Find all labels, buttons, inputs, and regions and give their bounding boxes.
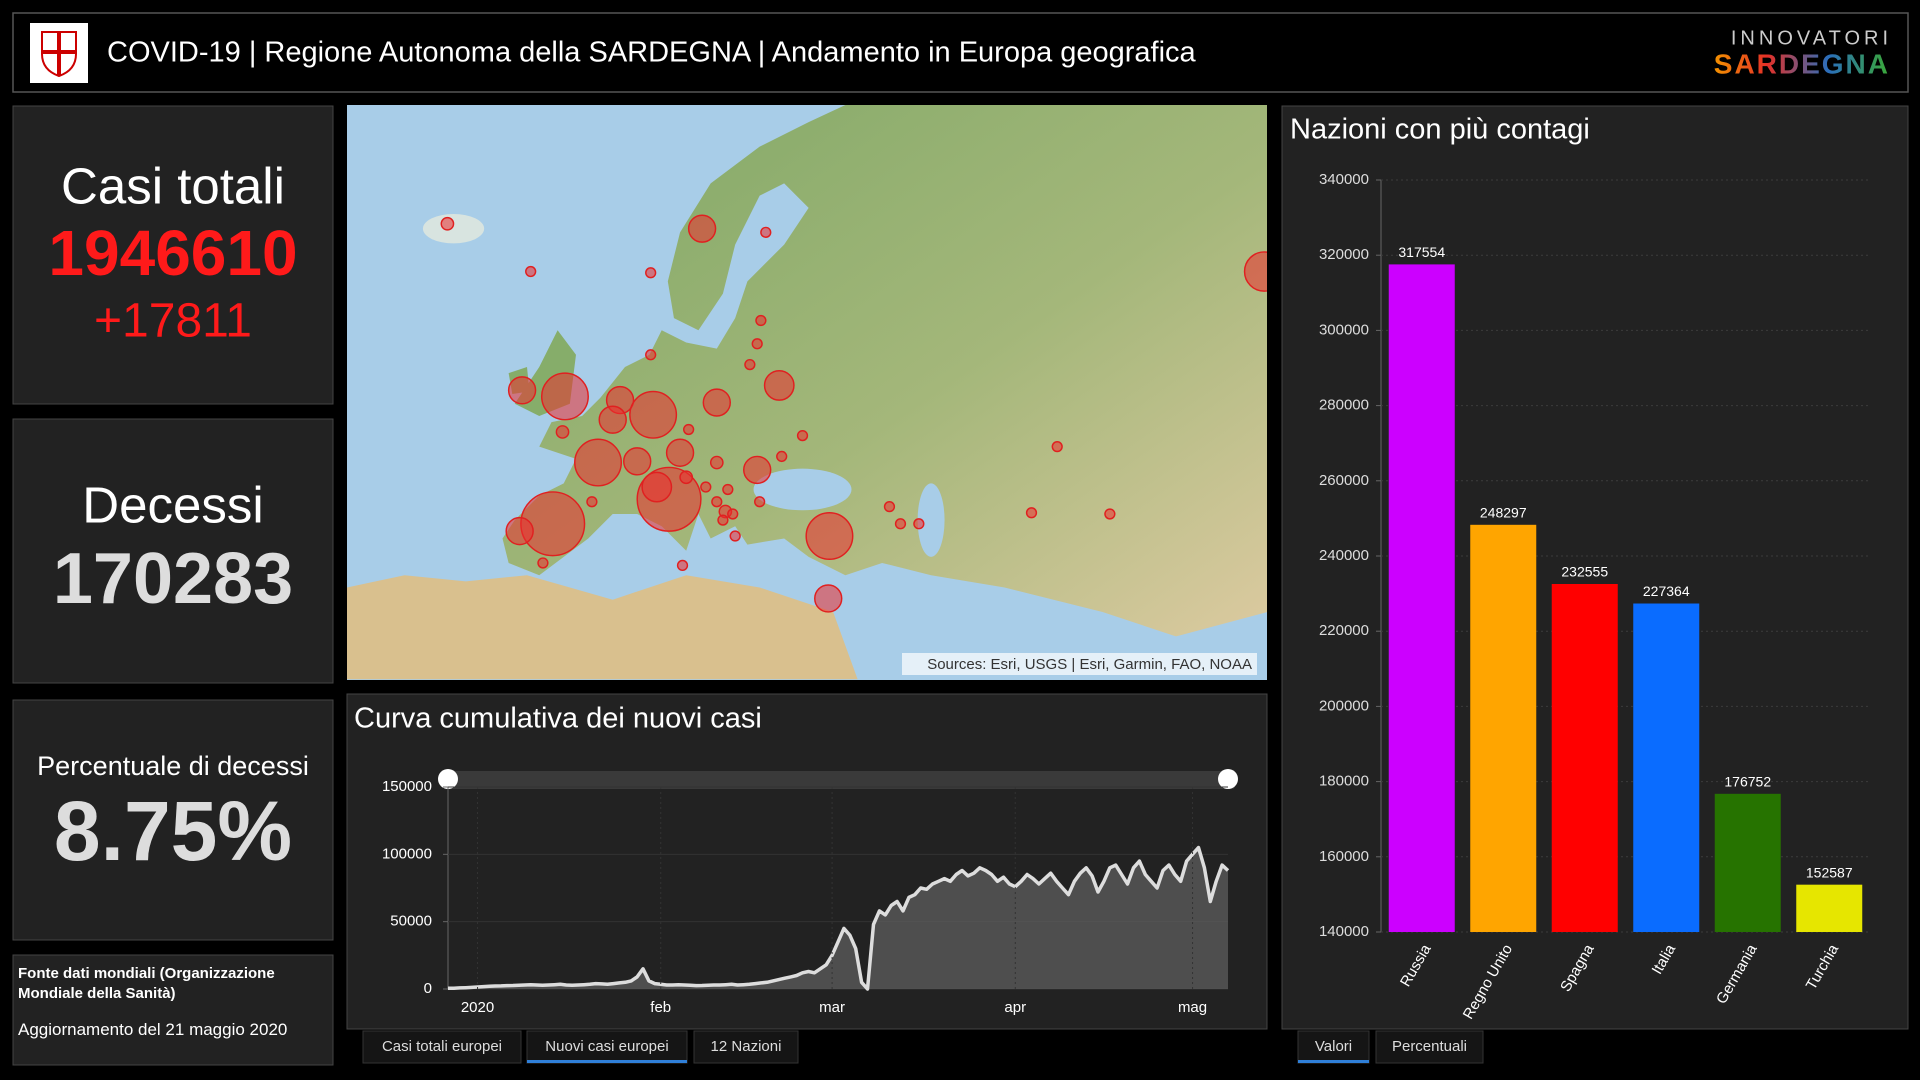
kpi-panel — [12, 418, 334, 684]
y-tick-label: 220000 — [1319, 622, 1369, 639]
y-tick-label: 50000 — [390, 913, 432, 930]
tab-label[interactable]: Casi totali europei — [382, 1038, 502, 1055]
y-tick-label: 140000 — [1319, 923, 1369, 940]
bar[interactable] — [1388, 264, 1455, 932]
chart-title: Nazioni con più contagi — [1290, 114, 1590, 146]
tab[interactable] — [1375, 1030, 1484, 1064]
range-handle[interactable] — [438, 769, 458, 789]
x-tick-label: 2020 — [461, 999, 494, 1016]
tab-label[interactable]: Percentuali — [1392, 1038, 1467, 1055]
kpi-value: 170283 — [53, 539, 293, 619]
bar[interactable] — [1551, 583, 1618, 932]
tab-label[interactable]: Nuovi casi europei — [545, 1038, 668, 1055]
value-label: 232555 — [1561, 564, 1608, 580]
bar[interactable] — [1633, 603, 1700, 932]
y-tick-label: 340000 — [1319, 171, 1369, 188]
tab[interactable] — [362, 1030, 522, 1064]
area-fill — [448, 847, 1228, 989]
y-tick-label: 180000 — [1319, 773, 1369, 790]
y-tick-label: 0 — [424, 980, 432, 997]
y-tick-label: 240000 — [1319, 547, 1369, 564]
kpi-panel — [12, 105, 334, 405]
y-tick-label: 300000 — [1319, 321, 1369, 338]
source-title: Fonte dati mondiali (Organizzazione Mond… — [18, 965, 275, 1002]
header-title: COVID-19 | Regione Autonoma della SARDEG… — [107, 37, 1197, 69]
y-tick-label: 320000 — [1319, 246, 1369, 263]
y-tick-label: 160000 — [1319, 848, 1369, 865]
value-label: 152587 — [1806, 864, 1853, 880]
map: Sources: Esri, USGS | Esri, Garmin, FAO,… — [347, 105, 1267, 680]
x-tick-label: feb — [650, 999, 671, 1016]
kpi-label: Decessi — [82, 476, 263, 533]
y-tick-label: 280000 — [1319, 397, 1369, 414]
kpi-value: 1946610 — [48, 217, 297, 289]
kpi-label: Percentuale di decessi — [37, 751, 309, 781]
bar[interactable] — [1470, 524, 1537, 932]
value-label: 227364 — [1643, 583, 1690, 599]
y-tick-label: 150000 — [382, 778, 432, 795]
tab[interactable] — [526, 1030, 688, 1064]
bar[interactable] — [1796, 884, 1863, 932]
source-updated: Aggiornamento del 21 maggio 2020 — [18, 1020, 288, 1039]
region-logo — [30, 23, 88, 83]
kpi-panel — [12, 699, 334, 941]
brand-top: INNOVATORI — [1731, 27, 1892, 49]
value-label: 248297 — [1480, 505, 1527, 521]
kpi-label: Casi totali — [61, 157, 285, 214]
tab-label[interactable]: 12 Nazioni — [711, 1038, 782, 1055]
bar[interactable] — [1714, 793, 1781, 932]
y-tick-label: 260000 — [1319, 472, 1369, 489]
header-bar — [12, 12, 1909, 93]
x-tick-label: mag — [1178, 999, 1207, 1016]
kpi-value: 8.75% — [54, 784, 292, 878]
tab[interactable] — [693, 1030, 799, 1064]
kpi-delta: +17811 — [94, 295, 252, 348]
range-handle[interactable] — [1218, 769, 1238, 789]
chart-title: Curva cumulativa dei nuovi casi — [354, 703, 762, 735]
tab-indicator — [527, 1060, 687, 1063]
tab[interactable] — [1297, 1030, 1370, 1064]
x-tick-label: mar — [819, 999, 845, 1016]
value-label: 176752 — [1724, 774, 1771, 790]
range-slider[interactable] — [443, 771, 1235, 789]
brand-bottom: SARDEGNA — [1714, 48, 1890, 79]
line — [447, 845, 1230, 991]
source-text: Fonte dati mondiali (Organizzazione Mond… — [18, 965, 288, 1039]
source-panel — [12, 954, 334, 1066]
tab-label[interactable]: Valori — [1315, 1038, 1352, 1055]
x-tick-label: apr — [1004, 999, 1026, 1016]
value-label: 317554 — [1398, 244, 1445, 260]
map-attribution: Sources: Esri, USGS | Esri, Garmin, FAO,… — [927, 656, 1252, 673]
y-tick-label: 200000 — [1319, 697, 1369, 714]
tab-indicator — [1298, 1060, 1369, 1063]
y-tick-label: 100000 — [382, 845, 432, 862]
